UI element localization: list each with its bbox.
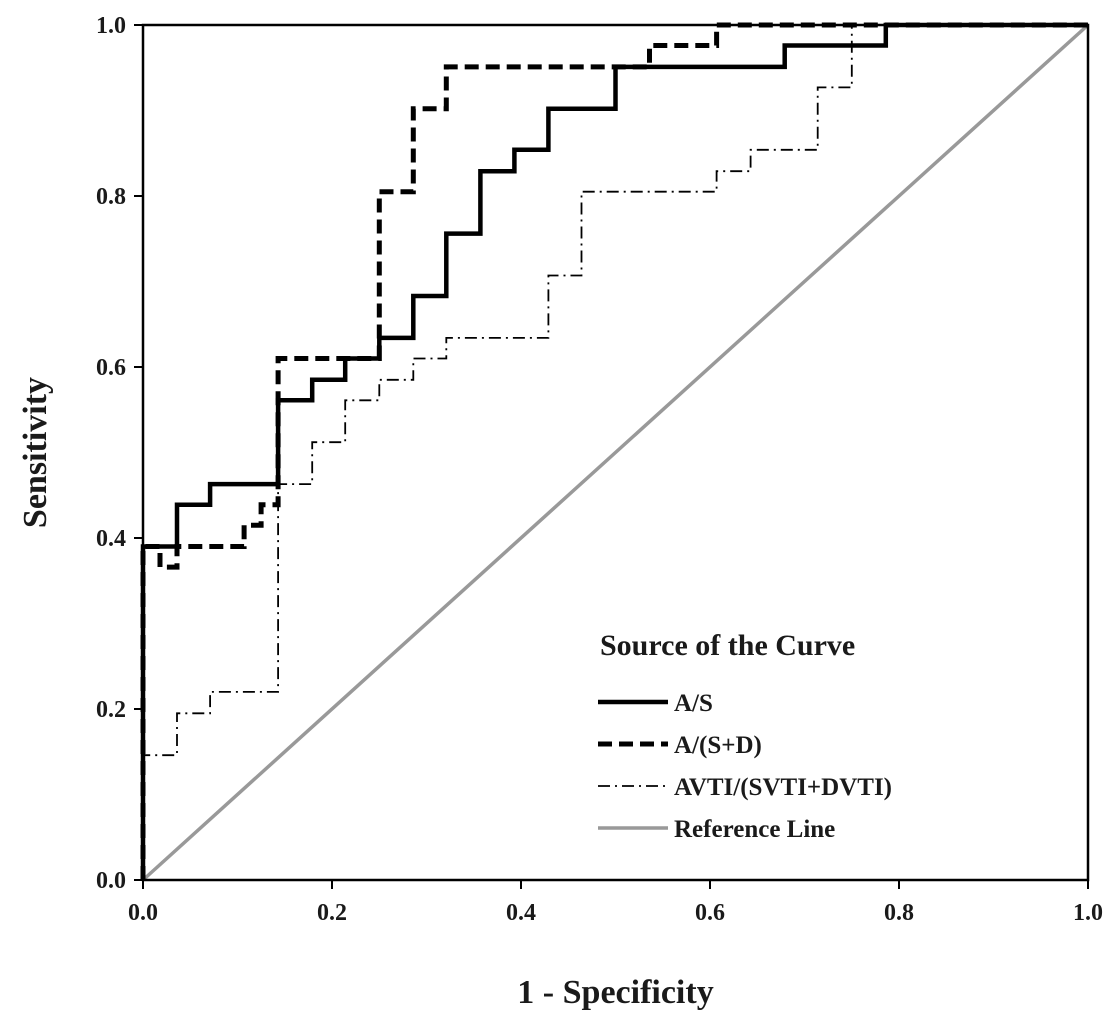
x-axis-ticks: 0.0 0.2 0.4 0.6 0.8 1.0 bbox=[128, 880, 1103, 926]
series-line-avti-svti-dvti bbox=[142, 24, 1088, 880]
y-axis-ticks: 0.0 0.2 0.4 0.6 0.8 1.0 bbox=[96, 13, 143, 894]
x-axis-title: 1 - Specificity bbox=[517, 974, 713, 1011]
x-tick-label: 0.8 bbox=[884, 900, 914, 926]
legend-label: Reference Line bbox=[674, 816, 835, 843]
legend-label: A/S bbox=[674, 690, 713, 717]
x-tick-label: 0.2 bbox=[317, 900, 347, 926]
y-tick-label: 1.0 bbox=[96, 13, 126, 39]
x-tick-label: 1.0 bbox=[1073, 900, 1103, 926]
y-axis-title: Sensitivity bbox=[17, 377, 54, 528]
x-tick-label: 0.6 bbox=[695, 900, 725, 926]
series-line-a-s-d bbox=[140, 22, 1088, 880]
series-line-a-s bbox=[140, 22, 1088, 880]
y-tick-label: 0.8 bbox=[96, 184, 126, 210]
y-tick-label: 0.2 bbox=[96, 697, 126, 723]
y-tick-label: 0.0 bbox=[96, 868, 126, 894]
x-tick-label: 0.4 bbox=[506, 900, 536, 926]
series-layer bbox=[140, 22, 1090, 882]
y-tick-label: 0.4 bbox=[96, 526, 126, 552]
x-tick-label: 0.0 bbox=[128, 900, 158, 926]
series-line-reference-line bbox=[141, 23, 1090, 882]
legend-label: A/(S+D) bbox=[674, 732, 762, 759]
plot-frame bbox=[141, 23, 1090, 882]
legend: Source of the Curve A/S A/(S+D) AVTI/(SVTI… bbox=[598, 629, 892, 843]
y-tick-label: 0.6 bbox=[96, 355, 126, 381]
legend-label: AVTI/(SVTI+DVTI) bbox=[674, 774, 892, 801]
legend-title: Source of the Curve bbox=[600, 629, 855, 662]
